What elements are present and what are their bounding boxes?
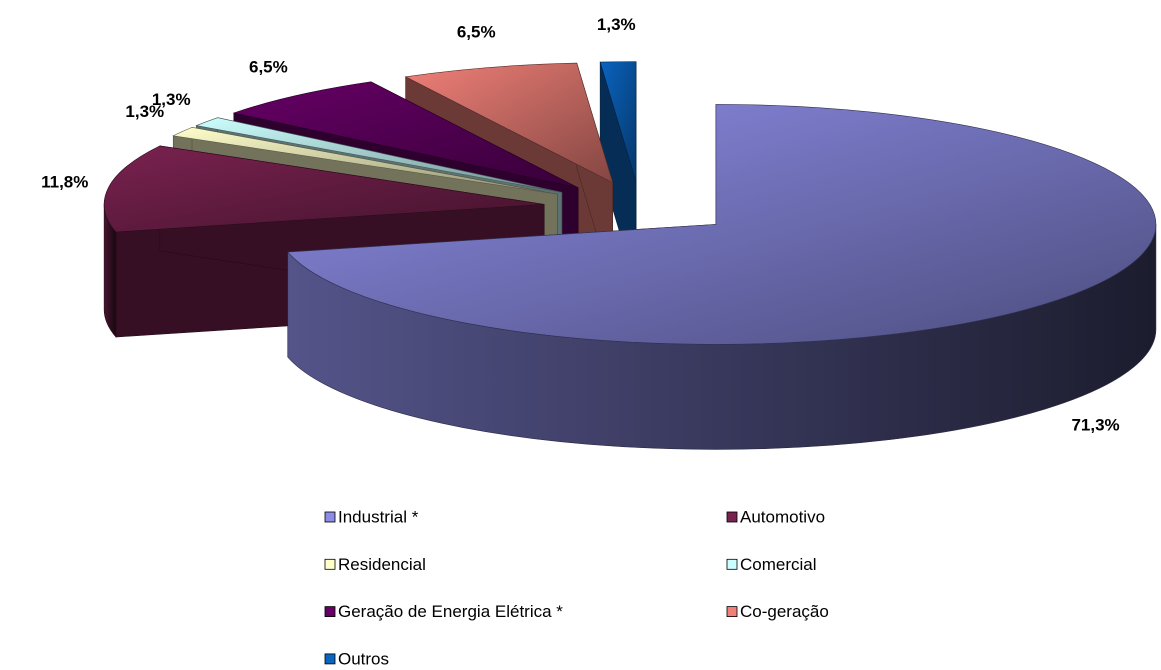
value-label: 1,3% (125, 102, 164, 121)
slice-top (103, 145, 545, 233)
legend-swatch (324, 558, 336, 570)
value-label: 71,3% (1071, 416, 1119, 435)
legend-label: Industrial * (338, 507, 419, 526)
value-label: 11,8% (41, 172, 88, 191)
slice-top (195, 117, 562, 193)
slice-top (404, 62, 614, 184)
legend-swatch (324, 511, 336, 523)
slice-top (172, 127, 558, 195)
slice-top (599, 61, 637, 182)
value-label: 6,5% (457, 22, 496, 41)
legend-swatch (324, 653, 336, 665)
legend-swatch (726, 511, 738, 523)
legend-swatch (726, 558, 738, 570)
legend-label: Outros (338, 649, 389, 668)
value-label: 6,5% (249, 57, 288, 76)
legend-label: Residencial (338, 555, 426, 574)
slice-top (287, 104, 1157, 345)
legend-swatch (726, 606, 738, 617)
legend-label: Comercial (740, 555, 817, 574)
value-label: 1,3% (597, 15, 636, 34)
slice-top (232, 81, 579, 189)
legend-label: Geração de Energia Elétrica * (338, 602, 563, 621)
value-label: 1,3% (152, 90, 191, 109)
legend-swatch (324, 606, 336, 617)
legend-label: Co-geração (740, 602, 829, 621)
legend-label: Automotivo (740, 507, 825, 526)
slice (287, 104, 1157, 450)
